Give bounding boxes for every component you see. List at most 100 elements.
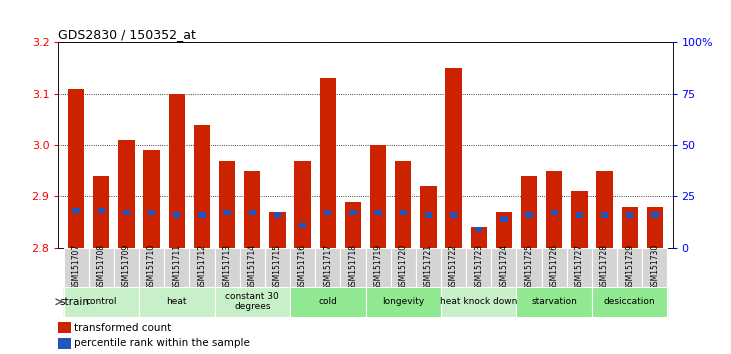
Bar — [576, 212, 583, 217]
Text: GSM151716: GSM151716 — [298, 244, 307, 290]
Text: GSM151711: GSM151711 — [173, 244, 181, 290]
Text: GSM151718: GSM151718 — [349, 244, 357, 290]
Bar — [139, 287, 214, 317]
Bar — [194, 125, 210, 248]
Text: GSM151724: GSM151724 — [499, 244, 509, 290]
Bar — [626, 212, 634, 217]
Bar — [643, 248, 667, 289]
Bar — [58, 322, 71, 333]
Bar — [349, 210, 357, 216]
Bar — [249, 210, 256, 216]
Bar — [244, 171, 260, 248]
Bar — [395, 161, 412, 248]
Bar — [521, 176, 537, 248]
Text: heat knock down: heat knock down — [440, 297, 518, 306]
Bar — [550, 210, 558, 216]
Bar — [517, 287, 592, 317]
Text: GSM151715: GSM151715 — [273, 244, 282, 290]
Bar — [450, 212, 458, 217]
Text: GSM151727: GSM151727 — [575, 244, 584, 290]
Text: strain: strain — [59, 297, 89, 307]
Text: desiccation: desiccation — [604, 297, 656, 306]
Text: starvation: starvation — [531, 297, 577, 306]
Bar — [299, 223, 306, 228]
Bar — [441, 248, 466, 289]
Bar — [647, 207, 663, 248]
Bar — [164, 248, 189, 289]
Text: constant 30
degrees: constant 30 degrees — [225, 292, 279, 312]
Bar — [319, 79, 336, 248]
Bar — [148, 210, 155, 216]
Bar — [64, 248, 88, 289]
Bar — [64, 287, 139, 317]
Bar — [526, 212, 533, 217]
Bar — [265, 248, 290, 289]
Bar — [324, 210, 331, 216]
Bar — [240, 248, 265, 289]
Bar — [445, 68, 462, 248]
Text: GSM151721: GSM151721 — [424, 244, 433, 290]
Bar — [416, 248, 441, 289]
Bar — [123, 210, 130, 216]
Bar — [68, 89, 84, 248]
Bar — [475, 227, 482, 232]
Text: GSM151729: GSM151729 — [625, 244, 635, 290]
Text: percentile rank within the sample: percentile rank within the sample — [74, 338, 250, 348]
Bar — [517, 248, 542, 289]
Bar — [374, 210, 382, 216]
Bar — [214, 287, 290, 317]
Bar — [93, 176, 110, 248]
Text: GSM151717: GSM151717 — [323, 244, 333, 290]
Bar — [596, 171, 613, 248]
Bar — [58, 338, 71, 349]
Bar — [143, 150, 160, 248]
Bar — [189, 248, 214, 289]
Bar — [571, 192, 588, 248]
Text: GSM151713: GSM151713 — [222, 244, 232, 290]
Text: GSM151728: GSM151728 — [600, 244, 609, 290]
Bar — [400, 210, 407, 216]
Text: GDS2830 / 150352_at: GDS2830 / 150352_at — [58, 28, 197, 41]
Bar — [390, 248, 416, 289]
Bar — [88, 248, 114, 289]
Text: GSM151714: GSM151714 — [248, 244, 257, 290]
Bar — [425, 212, 432, 217]
Bar — [466, 248, 491, 289]
Text: GSM151709: GSM151709 — [122, 244, 131, 291]
Text: GSM151710: GSM151710 — [147, 244, 156, 290]
Bar — [273, 212, 281, 217]
Bar — [114, 248, 139, 289]
Bar — [341, 248, 366, 289]
Bar — [290, 248, 315, 289]
Text: longevity: longevity — [382, 297, 425, 306]
Text: GSM151708: GSM151708 — [96, 244, 106, 290]
Bar — [651, 212, 659, 217]
Bar — [601, 212, 608, 217]
Bar — [567, 248, 592, 289]
Bar — [315, 248, 341, 289]
Bar — [169, 94, 185, 248]
Bar — [290, 287, 366, 317]
Bar — [72, 208, 80, 213]
Text: GSM151707: GSM151707 — [72, 244, 80, 291]
Text: GSM151712: GSM151712 — [197, 244, 206, 290]
Bar — [471, 227, 487, 248]
Bar — [198, 212, 205, 217]
Bar — [214, 248, 240, 289]
Bar — [269, 212, 286, 248]
Bar — [617, 248, 643, 289]
Text: GSM151719: GSM151719 — [374, 244, 382, 290]
Bar — [219, 161, 235, 248]
Bar — [496, 212, 512, 248]
Bar — [420, 186, 436, 248]
Bar — [441, 287, 517, 317]
Text: GSM151723: GSM151723 — [474, 244, 483, 290]
Text: GSM151725: GSM151725 — [525, 244, 534, 290]
Text: control: control — [86, 297, 117, 306]
Bar — [139, 248, 164, 289]
Text: GSM151726: GSM151726 — [550, 244, 558, 290]
Text: transformed count: transformed count — [74, 322, 171, 332]
Bar — [500, 217, 507, 222]
Bar — [370, 145, 386, 248]
Bar — [621, 207, 638, 248]
